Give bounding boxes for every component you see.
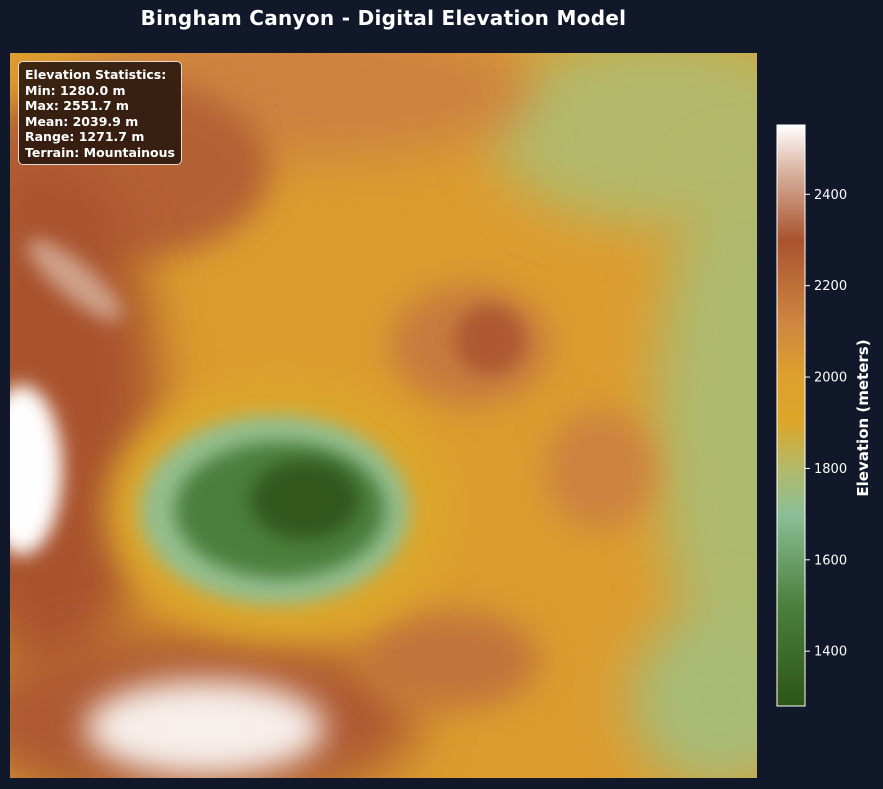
region-southeast-margin [630, 610, 757, 778]
region-east-margin [655, 160, 757, 680]
colorbar-label: Elevation (meters) [854, 339, 872, 496]
region-west-peak [10, 385, 62, 555]
colorbar-tick-label-2000: 2000 [814, 371, 847, 386]
colorbar-tick-label-1600: 1600 [814, 553, 847, 568]
region-south-hill [360, 610, 540, 710]
colorbar-tick-label-1800: 1800 [814, 462, 847, 477]
region-northeast-plateau [490, 53, 757, 225]
colorbar-tick-label-2200: 2200 [814, 279, 847, 294]
stats-heading: Elevation Statistics: [25, 67, 167, 82]
colorbar-tick-label-1400: 1400 [814, 645, 847, 660]
region-south-peak [85, 680, 325, 776]
elevation-map [10, 53, 757, 778]
region-central-hill-core [455, 305, 525, 375]
elevation-stats-box: Elevation Statistics: Min: 1280.0 m Max:… [18, 61, 182, 165]
colorbar-tick-label-2400: 2400 [814, 188, 847, 203]
stats-range: Range: 1271.7 m [25, 129, 145, 144]
stats-min: Min: 1280.0 m [25, 82, 126, 98]
region-east-hill [545, 410, 655, 530]
stats-mean: Mean: 2039.9 m [25, 113, 139, 129]
stats-terrain: Terrain: Mountainous [25, 144, 175, 160]
region-pit-bottom [250, 460, 360, 540]
colorbar-gradient [776, 124, 806, 707]
region-northwest-spur [27, 239, 123, 321]
stats-max: Max: 2551.7 m [25, 98, 129, 113]
colorbar-ticks: 1400 1600 1800 2000 2200 2400 [805, 188, 847, 660]
colorbar: 1400 1600 1800 2000 2200 2400 Elevation (mete… [776, 124, 872, 707]
chart-title: Bingham Canyon - Digital Elevation Model [140, 6, 627, 30]
